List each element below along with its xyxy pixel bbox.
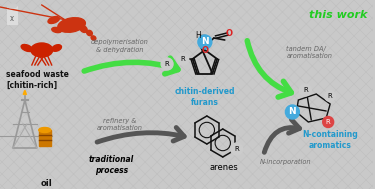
Text: O: O <box>201 46 208 55</box>
Text: tandem DA/
aromatisation: tandem DA/ aromatisation <box>286 45 332 59</box>
Text: R: R <box>234 146 239 152</box>
Text: N-containing
aromatics: N-containing aromatics <box>302 130 358 150</box>
FancyArrowPatch shape <box>247 41 291 97</box>
Text: refinery &
aromatisation: refinery & aromatisation <box>96 119 142 132</box>
Text: N-incorporation: N-incorporation <box>260 159 311 165</box>
Bar <box>7 6 17 24</box>
Bar <box>39 130 51 146</box>
Text: traditional
process: traditional process <box>89 155 134 175</box>
Text: N: N <box>289 108 296 116</box>
Text: R: R <box>165 61 170 67</box>
Ellipse shape <box>52 27 62 33</box>
Ellipse shape <box>58 18 86 32</box>
Text: seafood waste
[chitin-rich]: seafood waste [chitin-rich] <box>6 70 69 90</box>
Text: R: R <box>180 56 185 62</box>
Ellipse shape <box>91 36 96 40</box>
Ellipse shape <box>52 45 62 51</box>
Text: H: H <box>195 30 201 40</box>
Ellipse shape <box>80 26 87 33</box>
Text: R: R <box>328 93 333 99</box>
Text: R: R <box>303 87 307 93</box>
Ellipse shape <box>39 128 51 132</box>
Circle shape <box>323 116 334 128</box>
Text: oil: oil <box>41 178 53 187</box>
Text: chitin-derived
furans: chitin-derived furans <box>175 87 235 107</box>
FancyArrowPatch shape <box>84 58 178 74</box>
Text: R: R <box>326 119 330 125</box>
Circle shape <box>177 53 189 65</box>
FancyArrowPatch shape <box>97 128 184 142</box>
Text: arenes: arenes <box>209 163 238 173</box>
Text: depolymerisation
& dehydration: depolymerisation & dehydration <box>90 39 148 53</box>
Text: χ: χ <box>10 15 14 21</box>
Circle shape <box>299 84 311 96</box>
Circle shape <box>285 105 299 119</box>
Text: N: N <box>201 37 208 46</box>
Ellipse shape <box>48 16 59 23</box>
Ellipse shape <box>31 43 53 57</box>
Ellipse shape <box>87 30 92 36</box>
Text: this work: this work <box>309 10 368 20</box>
Circle shape <box>198 35 212 49</box>
Text: O: O <box>225 29 232 39</box>
Circle shape <box>325 91 336 101</box>
FancyArrowPatch shape <box>264 120 300 152</box>
Circle shape <box>231 143 243 155</box>
Circle shape <box>161 58 173 70</box>
Ellipse shape <box>7 4 17 8</box>
Ellipse shape <box>21 45 33 51</box>
